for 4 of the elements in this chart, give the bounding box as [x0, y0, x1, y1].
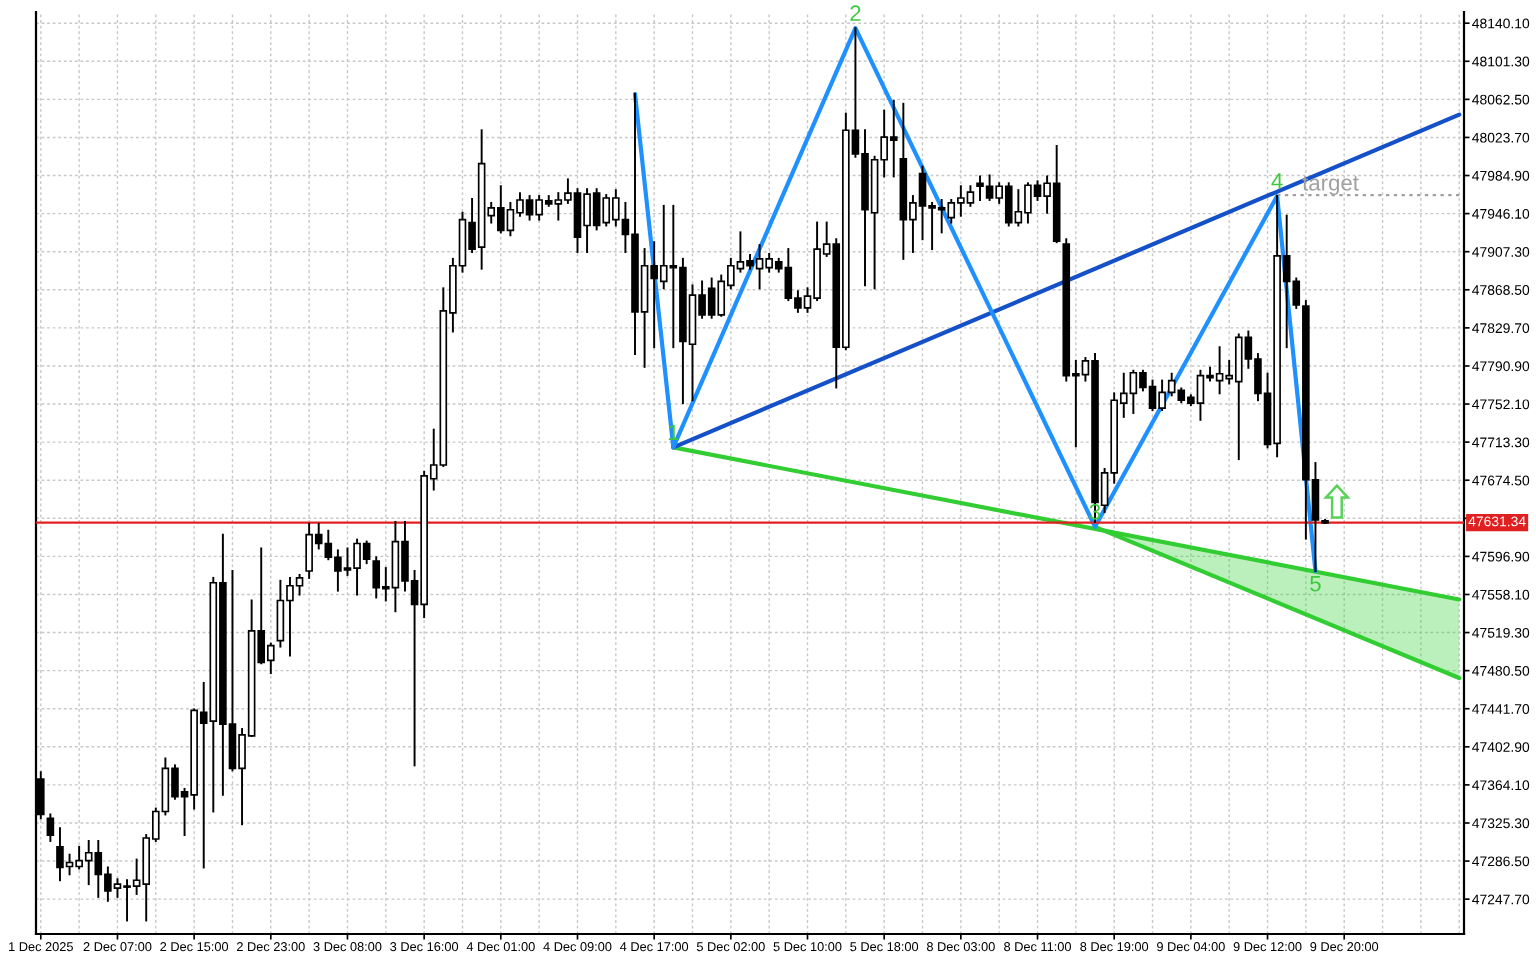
annotation: 4	[1271, 173, 1283, 189]
annotation: 2	[850, 5, 861, 21]
series-label: target	[1302, 176, 1359, 196]
annotation: 5	[1310, 575, 1321, 592]
